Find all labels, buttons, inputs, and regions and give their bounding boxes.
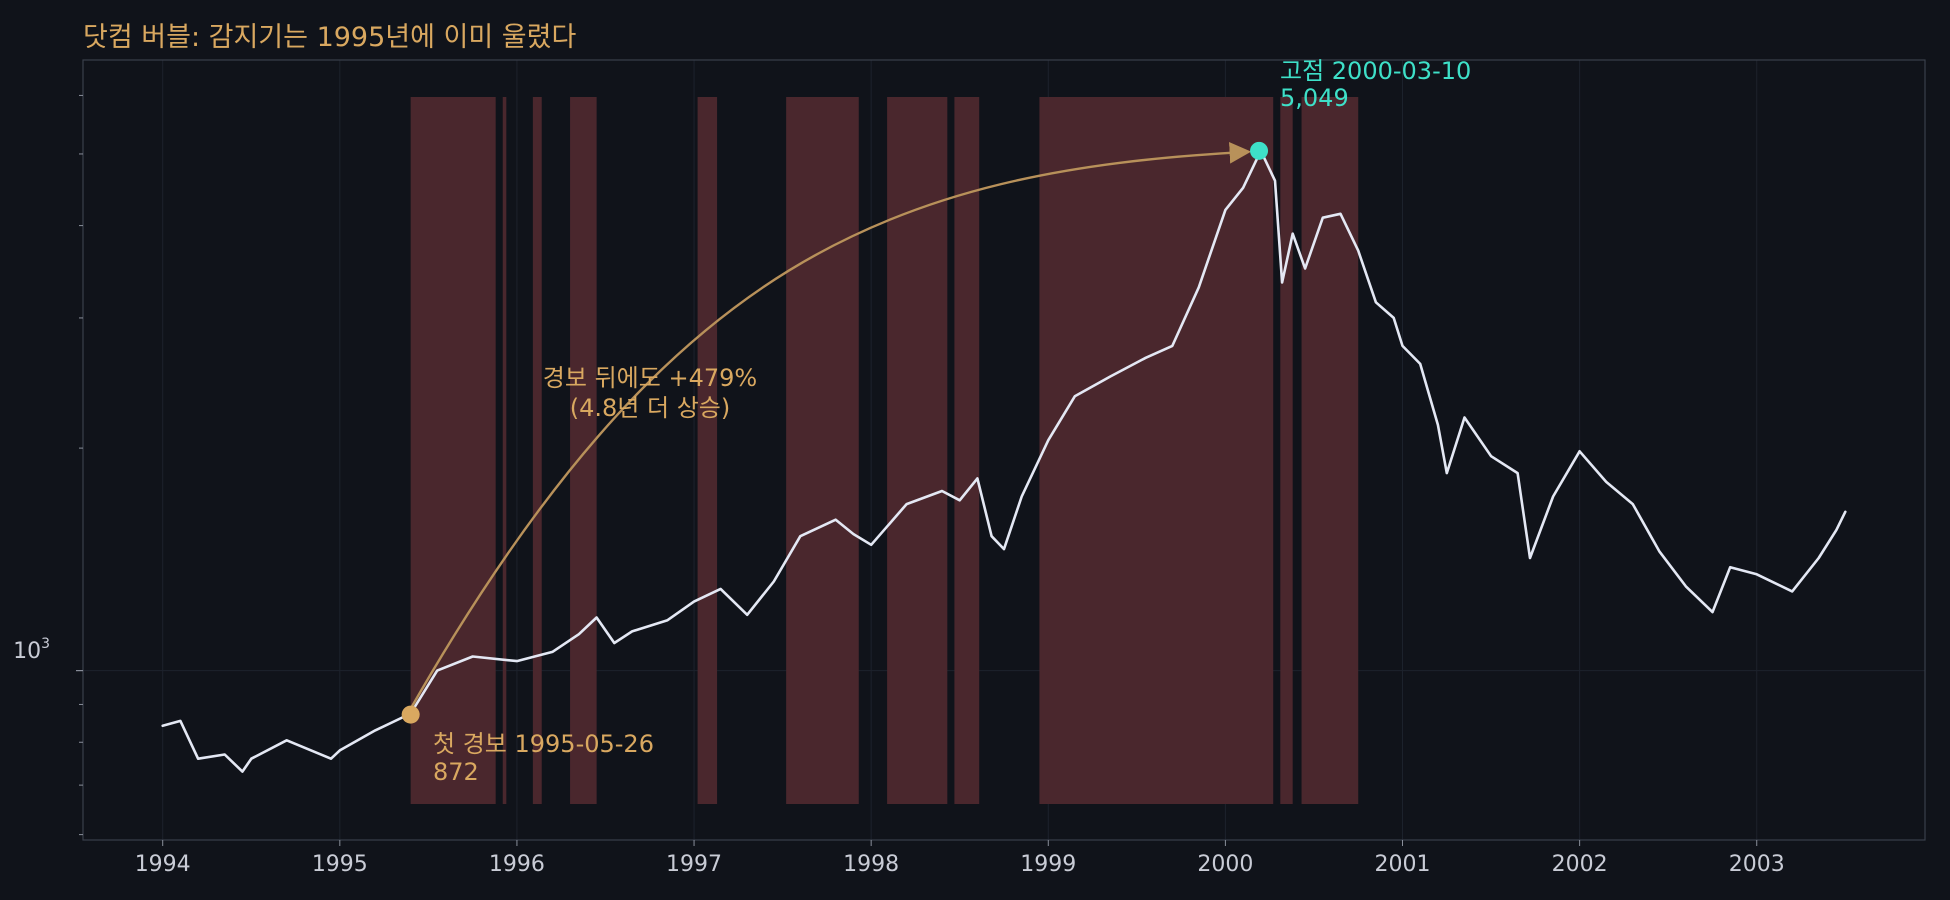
alarm-band: [1039, 97, 1274, 804]
alarm-band: [1280, 97, 1293, 804]
grid-lines: [83, 60, 1925, 840]
gain-label: 경보 뒤에도 +479%: [543, 364, 757, 392]
alarm-band: [786, 97, 859, 804]
alarm-band: [1301, 97, 1359, 804]
first-alarm-marker: [401, 705, 420, 724]
gain-arrow: [409, 142, 1252, 710]
x-tick-label: 1999: [1020, 852, 1076, 877]
peak-value: 5,049: [1280, 84, 1349, 112]
alarm-bands: [410, 97, 1359, 804]
x-tick-label: 2000: [1197, 852, 1253, 877]
y-axis: [76, 94, 83, 836]
first-alarm-value: 872: [433, 758, 479, 786]
x-tick-label: 1998: [843, 852, 899, 877]
peak-marker: [1250, 141, 1269, 160]
alarm-band: [570, 97, 597, 804]
alarm-band: [697, 97, 718, 804]
x-tick-label: 1995: [312, 852, 368, 877]
series-line: [161, 149, 1847, 773]
plot-frame: [82, 59, 1926, 841]
alarm-band: [410, 97, 496, 804]
alarm-band: [532, 97, 542, 804]
y-tick-label-major: 103: [13, 636, 50, 664]
x-tick-label: 1996: [489, 852, 545, 877]
x-tick-label: 2003: [1729, 852, 1785, 877]
chart-title: 닷컴 버블: 감지기는 1995년에 이미 울렸다: [83, 22, 576, 53]
x-tick-label: 1997: [666, 852, 722, 877]
alarm-band: [954, 97, 980, 804]
alarm-band: [502, 97, 507, 804]
first-alarm-label: 첫 경보 1995-05-26: [433, 730, 654, 758]
peak-label: 고점 2000-03-10: [1280, 57, 1471, 85]
alarm-band: [887, 97, 948, 804]
x-tick-label: 2001: [1375, 852, 1431, 877]
x-tick-label: 2002: [1552, 852, 1608, 877]
x-tick-label: 1994: [135, 852, 191, 877]
gain-sublabel: (4.8년 더 상승): [570, 394, 730, 422]
x-axis: 1994 1995 1996 1997 1998 1999 2000 2001 2002 2003: [135, 840, 1785, 877]
